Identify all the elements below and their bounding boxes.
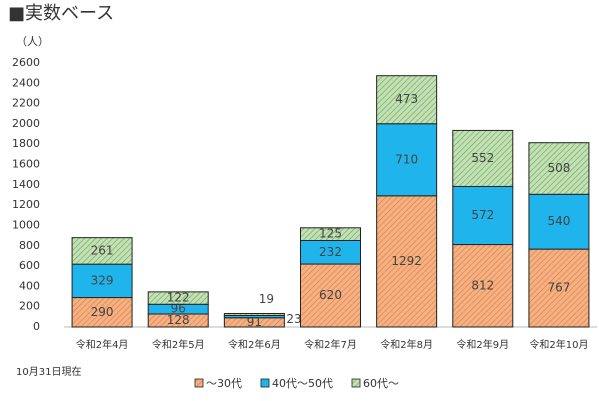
- data-label: 91: [247, 315, 262, 329]
- data-label: 1292: [391, 254, 422, 268]
- y-tick-label: 1000: [12, 218, 40, 231]
- bar-segment: [452, 129, 514, 187]
- y-tick-label: 2400: [12, 76, 40, 89]
- y-tick-label: 1800: [12, 137, 40, 150]
- data-label: 261: [91, 243, 114, 257]
- data-label: 290: [91, 305, 114, 319]
- x-tick-label: 令和2年7月: [304, 338, 357, 351]
- y-tick-label: 800: [19, 239, 40, 252]
- legend-label: 40代〜50代: [272, 377, 333, 390]
- data-label: 508: [547, 161, 570, 175]
- y-tick-label: 400: [19, 279, 40, 292]
- note: 10月31日現在: [16, 366, 81, 378]
- legend-swatch: [351, 378, 361, 388]
- y-tick-label: 2600: [12, 56, 40, 69]
- y-tick-label: 1200: [12, 198, 40, 211]
- bar-segment: [300, 263, 361, 328]
- bar-segment: [300, 227, 361, 241]
- bar-segment: [71, 263, 133, 299]
- legend-label: 60代〜: [363, 377, 399, 390]
- y-tick-label: 1600: [12, 158, 40, 171]
- y-tick-label: 1400: [12, 178, 40, 191]
- y-tick-label: 200: [19, 300, 40, 313]
- data-label: 125: [319, 227, 342, 241]
- bar-segment: [71, 297, 133, 328]
- bar-segment: [376, 123, 438, 197]
- y-tick-label: 2000: [12, 117, 40, 130]
- data-label: 96: [171, 302, 186, 316]
- data-label: 329: [91, 273, 114, 287]
- data-label: 552: [471, 151, 494, 165]
- bar-segment: [452, 185, 514, 246]
- data-label: 572: [471, 208, 494, 222]
- legend-label: 〜30代: [206, 377, 242, 390]
- data-label: 128: [167, 313, 190, 327]
- data-label: 710: [395, 152, 418, 166]
- data-label: 473: [395, 92, 418, 106]
- x-tick-label: 令和2年5月: [152, 338, 205, 351]
- x-tick-label: 令和2年10月: [529, 338, 588, 351]
- data-label: 620: [319, 288, 342, 302]
- bar-segment: [223, 312, 285, 316]
- chart-title: ■実数ベース: [8, 3, 114, 24]
- legend-swatch: [194, 378, 204, 388]
- data-label: 232: [319, 245, 342, 259]
- data-label: 122: [167, 291, 190, 305]
- y-unit: （人）: [16, 35, 49, 48]
- x-tick-label: 令和2年6月: [228, 338, 281, 351]
- bar-segment: [376, 195, 438, 328]
- x-tick-label: 令和2年4月: [76, 338, 129, 351]
- y-tick-label: 600: [19, 259, 40, 272]
- data-label: 23: [286, 312, 301, 326]
- bar-segment: [147, 291, 209, 305]
- bar-segment: [452, 244, 514, 328]
- bar-segment: [528, 142, 590, 195]
- data-label: 812: [471, 278, 494, 292]
- bar-segment: [376, 75, 438, 125]
- x-tick-label: 令和2年9月: [456, 338, 509, 351]
- data-label: 767: [547, 281, 570, 295]
- legend-swatch: [260, 378, 270, 388]
- data-label: 19: [259, 292, 274, 306]
- data-label: 540: [547, 214, 570, 228]
- y-tick-label: 0: [33, 320, 40, 333]
- x-tick-label: 令和2年8月: [380, 338, 433, 351]
- y-tick-label: 2200: [12, 97, 40, 110]
- bar-segment: [71, 237, 133, 265]
